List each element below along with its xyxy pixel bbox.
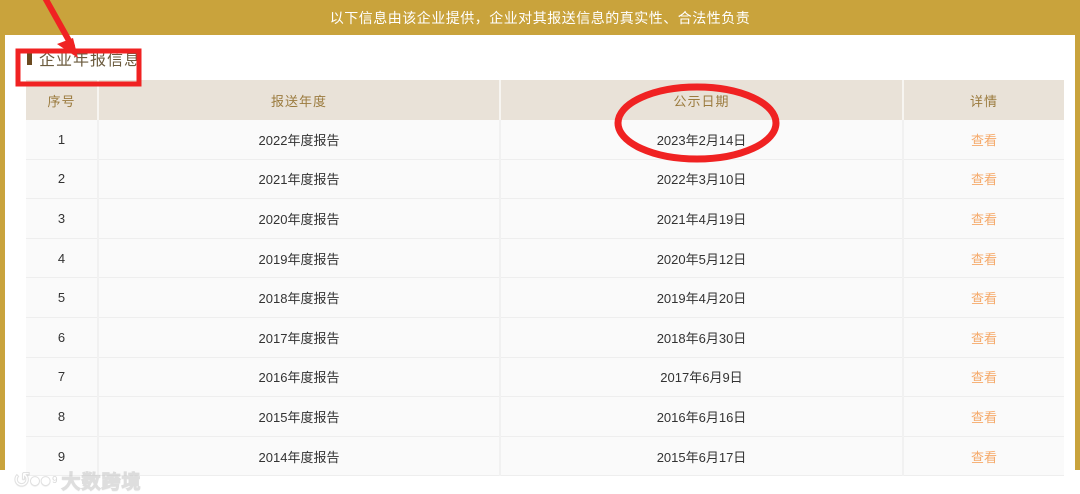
watermark: ↺●● 9 大数跨境 — [13, 467, 142, 494]
notice-text: 以下信息由该企业提供，企业对其报送信息的真实性、合法性负责 — [329, 9, 751, 26]
cell-date: 2017年6月9日 — [500, 357, 904, 398]
table-row[interactable]: 1 2022年度报告 2023年2月14日 查看 — [26, 120, 1064, 160]
cell-date: 2021年4月19日 — [500, 198, 904, 239]
cell-date: 2019年4月20日 — [500, 277, 904, 318]
cell-date: 2020年5月12日 — [500, 238, 904, 279]
cell-date: 2023年2月14日 — [500, 120, 904, 160]
cell-year: 2021年度报告 — [98, 159, 501, 200]
cell-year: 2015年度报告 — [98, 396, 501, 437]
watermark-sup: 9 — [51, 475, 58, 486]
column-header-year: 报送年度 — [98, 80, 501, 120]
view-link[interactable]: 查看 — [970, 132, 997, 148]
watermark-logo-icon: ↺●● — [13, 469, 53, 493]
cell-detail: 查看 — [903, 396, 1064, 437]
notice-bar: 以下信息由该企业提供，企业对其报送信息的真实性、合法性负责 — [0, 0, 1080, 35]
watermark-text: 大数跨境 — [61, 472, 142, 494]
table-row[interactable]: 5 2018年度报告 2019年4月20日 查看 — [26, 277, 1064, 318]
table-row[interactable]: 6 2017年度报告 2018年6月30日 查看 — [26, 317, 1064, 358]
cell-index: 3 — [26, 198, 99, 239]
cell-year: 2020年度报告 — [98, 198, 501, 239]
page-frame: 企业年报信息 序号 报送年度 公示日期 详情 1 2022年度报告 2023年2… — [0, 35, 1080, 494]
cell-detail: 查看 — [903, 357, 1064, 398]
annual-report-table: 序号 报送年度 公示日期 详情 1 2022年度报告 2023年2月14日 查看… — [26, 80, 1064, 477]
cell-index: 5 — [26, 277, 99, 318]
cell-index: 6 — [26, 317, 99, 358]
cell-detail: 查看 — [903, 317, 1064, 358]
cell-detail: 查看 — [903, 159, 1064, 200]
cell-index: 1 — [26, 120, 99, 160]
cell-detail: 查看 — [903, 120, 1064, 160]
view-link[interactable]: 查看 — [970, 211, 997, 227]
column-header-detail: 详情 — [903, 80, 1064, 120]
table-header-row: 序号 报送年度 公示日期 详情 — [26, 80, 1064, 120]
cell-date: 2016年6月16日 — [500, 396, 904, 437]
cell-detail: 查看 — [903, 277, 1064, 318]
cell-year: 2019年度报告 — [98, 238, 501, 279]
section-title: 企业年报信息 — [5, 35, 1075, 80]
view-link[interactable]: 查看 — [970, 251, 997, 267]
view-link[interactable]: 查看 — [970, 409, 997, 425]
table-row[interactable]: 4 2019年度报告 2020年5月12日 查看 — [26, 238, 1064, 279]
view-link[interactable]: 查看 — [970, 370, 997, 386]
annual-report-table-wrap: 序号 报送年度 公示日期 详情 1 2022年度报告 2023年2月14日 查看… — [5, 80, 1075, 477]
cell-year: 2016年度报告 — [98, 357, 501, 398]
column-header-date: 公示日期 — [500, 80, 904, 120]
cell-index: 4 — [26, 238, 99, 279]
table-row[interactable]: 8 2015年度报告 2016年6月16日 查看 — [26, 396, 1064, 437]
cell-detail: 查看 — [903, 238, 1064, 279]
table-row[interactable]: 2 2021年度报告 2022年3月10日 查看 — [26, 159, 1064, 200]
cell-index: 8 — [26, 396, 99, 437]
cell-date: 2018年6月30日 — [500, 317, 904, 358]
table-head: 序号 报送年度 公示日期 详情 — [26, 80, 1064, 120]
view-link[interactable]: 查看 — [970, 449, 997, 465]
table-row[interactable]: 3 2020年度报告 2021年4月19日 查看 — [26, 198, 1064, 239]
cell-index: 2 — [26, 159, 99, 200]
cell-date: 2022年3月10日 — [500, 159, 904, 200]
cell-year: 2022年度报告 — [98, 120, 501, 160]
view-link[interactable]: 查看 — [970, 330, 997, 346]
table-row[interactable]: 7 2016年度报告 2017年6月9日 查看 — [26, 357, 1064, 398]
table-body: 1 2022年度报告 2023年2月14日 查看 2 2021年度报告 2022… — [26, 120, 1064, 477]
cell-year: 2018年度报告 — [98, 277, 501, 318]
cell-year: 2017年度报告 — [98, 317, 501, 358]
page-title: 企业年报信息 — [39, 51, 142, 69]
section-tick-icon — [27, 50, 32, 65]
cell-detail: 查看 — [903, 198, 1064, 239]
view-link[interactable]: 查看 — [970, 291, 997, 307]
cell-index: 7 — [26, 357, 99, 398]
column-header-index: 序号 — [26, 80, 99, 120]
view-link[interactable]: 查看 — [970, 172, 997, 188]
